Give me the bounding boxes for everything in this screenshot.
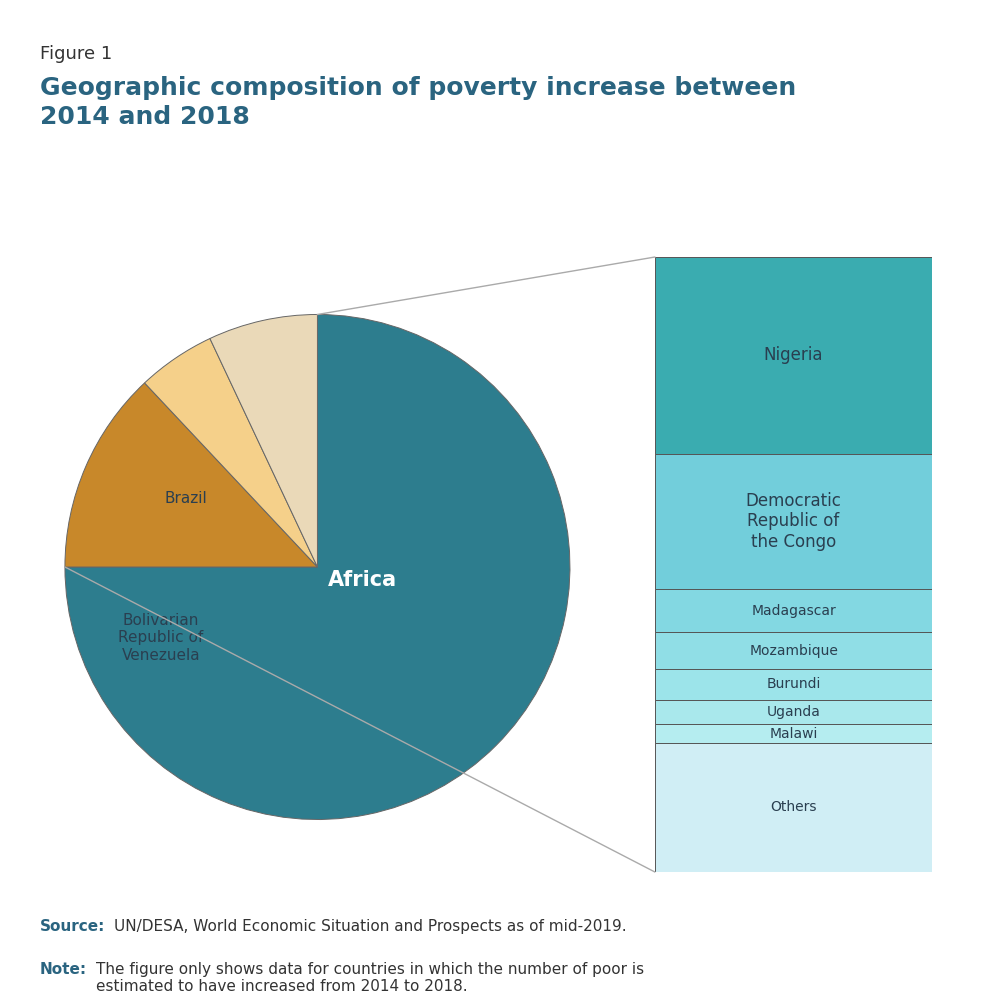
Text: Burundi: Burundi <box>767 677 820 691</box>
Text: Source:: Source: <box>40 919 105 934</box>
Bar <box>655 257 932 454</box>
Text: Mozambique: Mozambique <box>749 643 838 657</box>
Text: Africa: Africa <box>328 570 398 590</box>
Text: Malawi: Malawi <box>770 727 817 741</box>
Text: UN/DESA, World Economic Situation and Prospects as of mid-2019.: UN/DESA, World Economic Situation and Pr… <box>114 919 627 934</box>
Bar <box>655 743 932 872</box>
Text: Uganda: Uganda <box>767 705 820 719</box>
Bar <box>655 454 932 589</box>
Wedge shape <box>210 314 317 566</box>
Bar <box>655 669 932 700</box>
Text: Democratic
Republic of
the Congo: Democratic Republic of the Congo <box>746 492 841 551</box>
Text: Nigeria: Nigeria <box>764 347 823 365</box>
Text: Others: Others <box>771 800 816 814</box>
Text: Figure 1: Figure 1 <box>40 45 112 64</box>
Bar <box>655 700 932 725</box>
Text: Geographic composition of poverty increase between
2014 and 2018: Geographic composition of poverty increa… <box>40 76 796 129</box>
Text: Bolivarian
Republic of
Venezuela: Bolivarian Republic of Venezuela <box>118 613 203 662</box>
Wedge shape <box>64 314 570 820</box>
Wedge shape <box>64 383 317 566</box>
Text: Brazil: Brazil <box>165 491 207 506</box>
Text: Madagascar: Madagascar <box>751 604 836 618</box>
Wedge shape <box>145 339 317 566</box>
Bar <box>655 725 932 743</box>
Text: The figure only shows data for countries in which the number of poor is
estimate: The figure only shows data for countries… <box>96 962 645 994</box>
Bar <box>655 589 932 632</box>
Bar <box>655 632 932 669</box>
Text: Note:: Note: <box>40 962 87 977</box>
